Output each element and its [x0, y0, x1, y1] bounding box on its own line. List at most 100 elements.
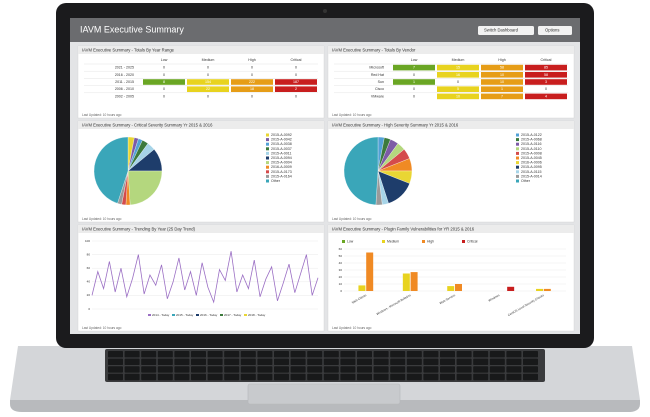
key [440, 358, 455, 365]
severity-cell [525, 79, 567, 85]
key [108, 351, 123, 358]
key [124, 373, 140, 381]
bar [358, 285, 366, 291]
key [406, 358, 422, 365]
bar [455, 284, 462, 291]
key [257, 358, 273, 365]
legend-label: 2015-A-0164 [271, 174, 292, 178]
key [456, 366, 472, 373]
panel-footer: Last Updated: 10 hours ago [332, 113, 372, 117]
legend-swatch [220, 314, 223, 316]
key [274, 358, 289, 365]
key [489, 373, 505, 381]
row-label: Red Hat [371, 73, 384, 77]
key [406, 366, 422, 373]
options-button[interactable] [538, 26, 572, 35]
key [523, 366, 538, 373]
legend-label: 2015 - Today [176, 313, 194, 317]
key [141, 366, 157, 373]
panel-footer: Last Updated: 10 hours ago [82, 113, 122, 117]
key [506, 373, 522, 381]
severity-cell [481, 86, 523, 92]
key [323, 351, 339, 358]
column-header: High [498, 58, 505, 62]
column-header: Critical [541, 58, 552, 62]
legend-label: 2017 - Today [224, 313, 242, 317]
legend-label: 2015-A-0095 [521, 165, 542, 169]
key [423, 358, 439, 365]
key [207, 351, 223, 358]
key [423, 366, 439, 373]
cell-value: 154 [205, 80, 211, 84]
legend-label: 2015-A-0110 [521, 147, 542, 151]
y-tick-label: 60 [339, 247, 343, 251]
key [274, 373, 289, 381]
key [108, 373, 123, 381]
key [290, 358, 306, 365]
row-label: 2011 - 2015 [115, 80, 134, 84]
legend-label: Other [271, 179, 281, 183]
button-label[interactable]: Switch Dashboard [484, 28, 519, 33]
legend-swatch [516, 151, 519, 155]
key [207, 373, 223, 381]
bar [536, 288, 544, 291]
cell-value: 0 [413, 94, 415, 98]
severity-cell [187, 86, 229, 92]
trackpad [247, 383, 401, 405]
key [157, 351, 173, 358]
key [440, 351, 455, 358]
panel-header [328, 225, 574, 233]
severity-cell [275, 86, 317, 92]
column-header: Critical [291, 58, 302, 62]
key [323, 358, 339, 365]
panel-header [78, 225, 324, 233]
row-label: 2021 - 2025 [115, 66, 134, 70]
key [340, 373, 356, 381]
panel-footer: Last Updated: 10 hours ago [82, 326, 122, 330]
cell-value: 16 [456, 73, 460, 77]
legend-swatch [266, 133, 269, 137]
cell-value: 0 [163, 66, 165, 70]
key [224, 351, 240, 358]
button-label[interactable]: Options [545, 28, 559, 33]
legend-swatch [266, 165, 269, 169]
severity-cell [481, 64, 523, 71]
cell-value: 0 [207, 94, 209, 98]
key [357, 373, 372, 381]
legend-label: Low [347, 239, 354, 243]
panel-title: IAVM Executive Summary - Critical Severi… [82, 122, 213, 127]
y-tick-label: 0 [340, 289, 342, 293]
legend-label: 2015-A-0004 [271, 161, 292, 165]
key [274, 366, 289, 373]
key [124, 351, 140, 358]
legend-swatch [516, 170, 519, 174]
key [506, 351, 522, 358]
column-header: Low [411, 58, 418, 62]
key [191, 366, 206, 373]
key [373, 351, 389, 358]
row-label: Microsoft [369, 66, 384, 70]
severity-cell [525, 93, 567, 100]
y-tick-label: 100 [85, 239, 90, 243]
key [373, 373, 389, 381]
severity-cell [525, 72, 567, 78]
legend-label: High [427, 239, 434, 243]
key [506, 358, 522, 365]
key [157, 366, 173, 373]
panel-footer: Last Updated: 10 hours ago [82, 217, 122, 221]
row-label: 2002 - 2005 [115, 94, 134, 98]
panel [77, 224, 325, 332]
legend-label: Medium [387, 239, 399, 243]
legend-swatch [422, 240, 425, 243]
y-tick-label: 20 [339, 275, 343, 279]
cell-value: 0 [413, 73, 415, 77]
severity-cell [187, 79, 229, 85]
key [357, 366, 372, 373]
switch-dashboard-button[interactable] [478, 26, 534, 35]
legend-swatch [516, 156, 519, 160]
cell-value: 187 [293, 80, 299, 84]
key [390, 373, 406, 381]
key [240, 373, 256, 381]
legend-swatch [516, 179, 519, 183]
severity-cell [275, 79, 317, 85]
